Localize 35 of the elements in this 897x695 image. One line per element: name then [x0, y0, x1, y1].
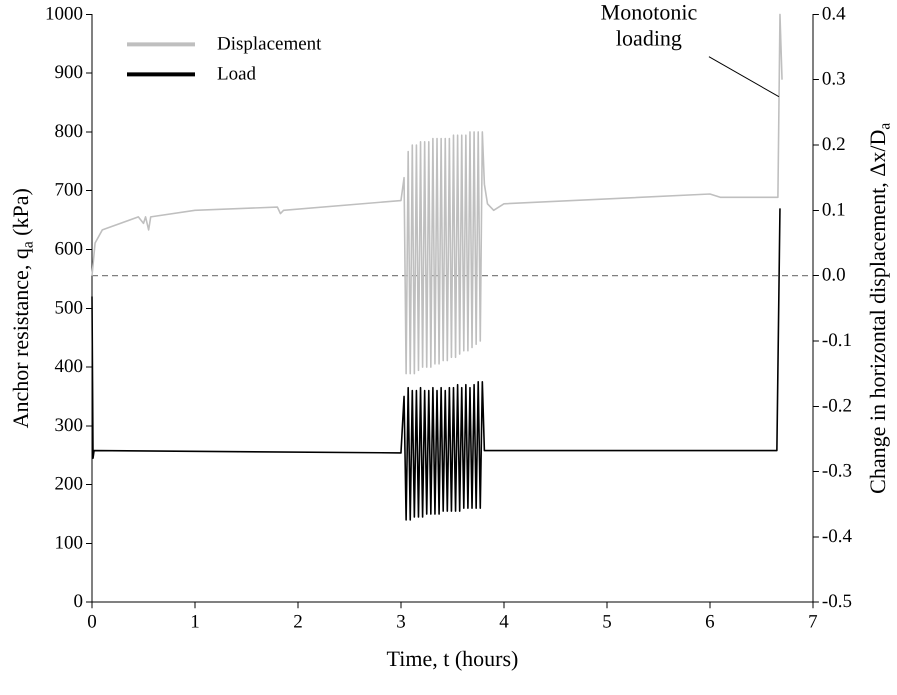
- y-tick-label: 900: [54, 62, 83, 84]
- y-tick-label: 400: [54, 356, 83, 378]
- y-tick-label: 700: [54, 180, 83, 201]
- x-tick-label: 1: [190, 612, 200, 633]
- legend-label: Load: [217, 63, 257, 84]
- y2-tick-label: 0.0: [822, 264, 846, 286]
- y-tick-label: 800: [54, 120, 83, 142]
- y-tick-label: 500: [54, 297, 83, 318]
- y2-tick-label: -0.4: [822, 526, 852, 547]
- y2-tick-label: 0.3: [822, 68, 846, 90]
- x-tick-label: 5: [602, 612, 612, 633]
- y2-tick-label: -0.5: [822, 591, 852, 612]
- y-tick-label: 600: [54, 238, 83, 260]
- x-tick-label: 2: [293, 612, 303, 633]
- y-axis-title: Anchor resistance, qa (kPa): [8, 188, 37, 428]
- y-tick-label: 100: [54, 532, 83, 554]
- y2-tick-label: -0.2: [822, 395, 852, 416]
- y2-tick-label: -0.3: [822, 460, 852, 482]
- y2-axis-title: Change in horizontal displacement, Δx/Da: [864, 122, 894, 494]
- y-tick-label: 200: [54, 474, 83, 495]
- x-axis-title: Time, t (hours): [386, 646, 518, 671]
- x-tick-label: 3: [396, 612, 406, 633]
- y-tick-label: 1000: [45, 3, 83, 24]
- y2-tick-label: 0.2: [822, 134, 846, 156]
- annotation: Monotonic loading: [600, 0, 698, 50]
- y-tick-label: 300: [54, 414, 83, 436]
- y2-tick-label: 0.4: [822, 3, 846, 24]
- x-tick-label: 0: [87, 612, 97, 633]
- x-tick-label: 4: [499, 612, 510, 633]
- x-tick-label: 7: [808, 612, 818, 633]
- y2-tick-label: -0.1: [822, 330, 852, 351]
- x-tick-label: 6: [705, 612, 715, 633]
- y2-tick-label: 0.1: [822, 199, 846, 220]
- y-tick-label: 0: [74, 591, 83, 612]
- legend-label: Displacement: [217, 33, 322, 54]
